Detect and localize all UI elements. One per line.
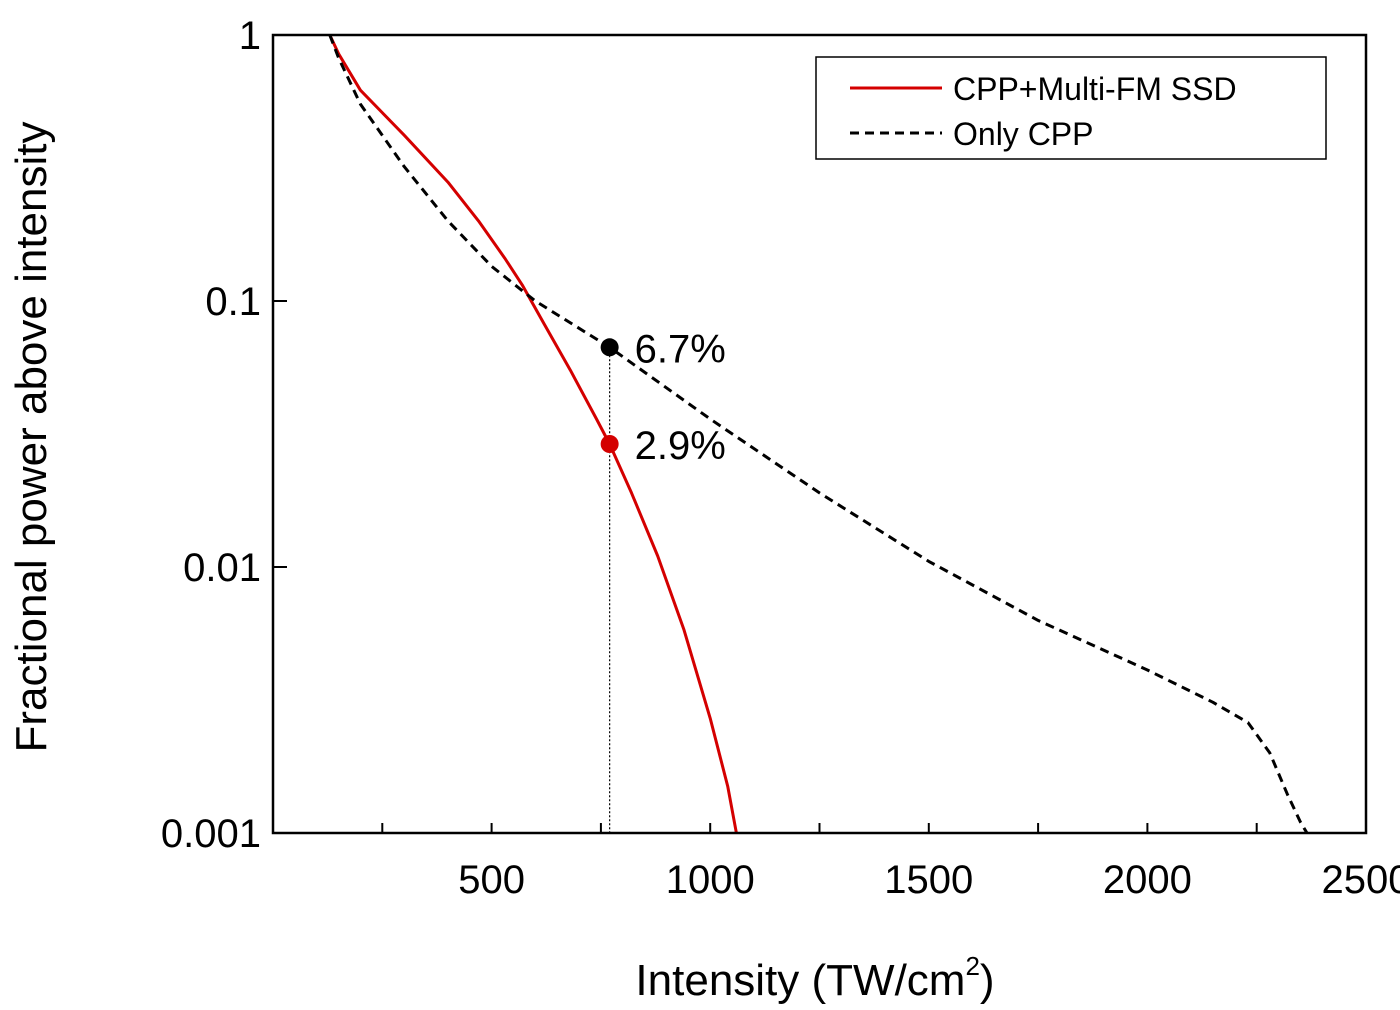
x-tick-label-2000: 2000 — [1103, 858, 1192, 902]
y-tick-label-0-1: 0.1 — [205, 280, 261, 324]
marker-point-0 — [600, 338, 619, 357]
x-tick-label-2500: 2500 — [1322, 858, 1400, 902]
y-tick-label-0-001: 0.001 — [161, 812, 261, 856]
x-tick-label-1500: 1500 — [884, 858, 973, 902]
y-tick-label-0-01: 0.01 — [183, 546, 261, 590]
legend-box — [815, 56, 1327, 160]
marker-point-1 — [600, 435, 619, 454]
series-line-only-cpp — [328, 34, 1309, 834]
y-axis-title: Fractional power above intensity — [7, 122, 56, 753]
marker-label-0: 6.7% — [635, 327, 726, 371]
x-tick-label-500: 500 — [458, 858, 525, 902]
ticks: 500 1000 1500 2000 2500 1 0.1 0.01 0.001 — [161, 14, 1400, 902]
legend-label-cpp-multi-fm-ssd: CPP+Multi-FM SSD — [953, 71, 1237, 107]
x-axis-title: Intensity (TW/cm2) — [635, 951, 994, 1005]
x-tick-label-1000: 1000 — [666, 858, 755, 902]
x-axis-title-close: ) — [980, 956, 995, 1005]
plot-area: 6.7% 2.9% — [328, 34, 1309, 834]
marker-label-1: 2.9% — [635, 424, 726, 468]
legend-label-only-cpp: Only CPP — [953, 116, 1093, 152]
y-tick-label-1: 1 — [239, 14, 261, 58]
x-axis-title-superscript: 2 — [965, 951, 979, 981]
series-line-cpp-multi-fm-ssd — [328, 34, 738, 834]
legend: CPP+Multi-FM SSD Only CPP — [815, 56, 1327, 160]
